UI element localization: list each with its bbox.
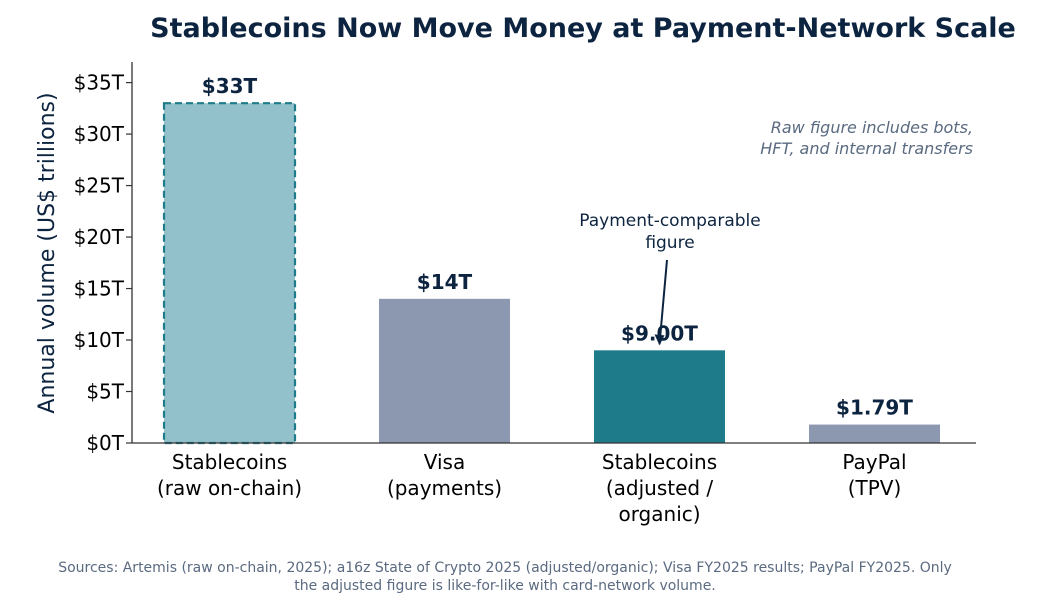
- y-tick-label: $25T: [74, 174, 125, 198]
- x-tick-label-line: (TPV): [848, 476, 902, 500]
- bars: $33T$14T$9.00T$1.79T: [162, 74, 940, 445]
- callout-text: Payment-comparable figure: [579, 211, 760, 253]
- y-tick-label: $35T: [74, 71, 125, 95]
- y-tick-label: $0T: [86, 431, 124, 455]
- raw-figure-note-line: HFT, and internal transfers: [760, 139, 973, 158]
- x-tick-label-line: (payments): [387, 476, 502, 500]
- bar: [594, 350, 725, 443]
- annotations: Raw figure includes bots, HFT, and intern…: [579, 118, 973, 346]
- bar-value-label: $33T: [202, 74, 258, 98]
- y-axis: $0T $5T $10T $15T $20T $25T $30T $35T: [74, 71, 132, 455]
- x-tick-label-line: Stablecoins: [172, 450, 287, 474]
- x-tick-label-line: PayPal: [842, 450, 906, 474]
- y-tick-label: $30T: [74, 122, 125, 146]
- x-tick-label: Visa (payments): [387, 450, 502, 500]
- y-tick-label: $10T: [74, 328, 125, 352]
- x-tick-label-line: organic): [618, 502, 700, 526]
- x-tick-label-line: Stablecoins: [602, 450, 717, 474]
- sources-line: Sources: Artemis (raw on-chain, 2025); a…: [58, 560, 952, 576]
- sources-line: the adjusted figure is like-for-like wit…: [294, 578, 716, 594]
- chart-title: Stablecoins Now Move Money at Payment-Ne…: [150, 13, 1016, 44]
- x-tick-label-line: (raw on-chain): [157, 476, 302, 500]
- bar: [162, 102, 297, 445]
- callout-arrowhead: [654, 334, 665, 346]
- x-tick-label-line: Visa: [424, 450, 465, 474]
- bar-value-label: $14T: [417, 270, 473, 294]
- callout-arrow: [658, 259, 668, 345]
- callout-text-line: figure: [645, 233, 694, 253]
- x-tick-label: PayPal (TPV): [842, 450, 906, 500]
- bar: [809, 424, 940, 443]
- callout-text-line: Payment-comparable: [579, 211, 760, 231]
- x-tick-label-line: (adjusted /: [606, 476, 714, 500]
- bar-value-label: $1.79T: [836, 396, 913, 420]
- axes: [131, 62, 976, 444]
- raw-figure-note: Raw figure includes bots, HFT, and intern…: [760, 118, 973, 158]
- bar: [379, 298, 510, 443]
- x-tick-label: Stablecoins (raw on-chain): [157, 450, 302, 500]
- y-axis-label: Annual volume (US$ trillions): [35, 92, 60, 413]
- x-tick-label: Stablecoins (adjusted / organic): [602, 450, 717, 526]
- y-tick-label: $15T: [74, 277, 125, 301]
- y-tick-label: $5T: [86, 380, 124, 404]
- raw-figure-note-line: Raw figure includes bots,: [771, 118, 973, 137]
- y-tick-label: $20T: [74, 225, 125, 249]
- x-axis: Stablecoins (raw on-chain)Visa (payments)S…: [157, 450, 907, 526]
- sources-footer: Sources: Artemis (raw on-chain, 2025); a…: [58, 560, 952, 594]
